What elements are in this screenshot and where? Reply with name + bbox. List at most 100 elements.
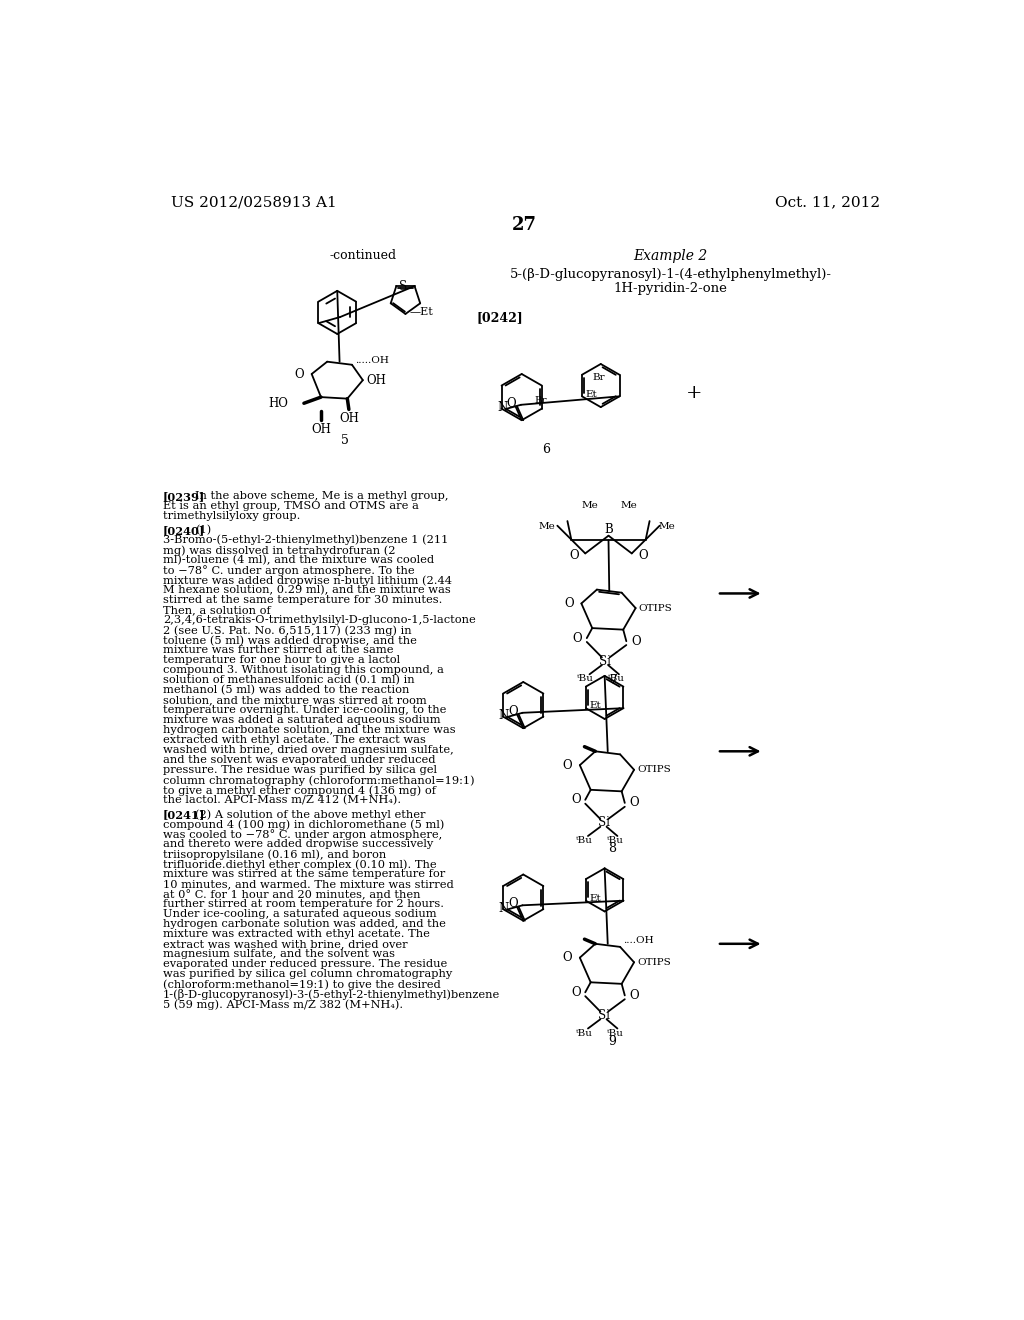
Text: mg) was dissolved in tetrahydrofuran (2: mg) was dissolved in tetrahydrofuran (2 [163, 545, 395, 556]
Text: mixture was extracted with ethyl acetate. The: mixture was extracted with ethyl acetate… [163, 929, 430, 939]
Text: O: O [562, 952, 572, 964]
Text: column chromatography (chloroform:methanol=19:1): column chromatography (chloroform:methan… [163, 775, 474, 785]
Text: temperature overnight. Under ice-cooling, to the: temperature overnight. Under ice-cooling… [163, 705, 446, 715]
Text: mixture was added a saturated aqueous sodium: mixture was added a saturated aqueous so… [163, 715, 440, 725]
Text: Si: Si [599, 655, 611, 668]
Text: the lactol. APCI-Mass m/Z 412 (M+NH₄).: the lactol. APCI-Mass m/Z 412 (M+NH₄). [163, 795, 401, 805]
Text: 9: 9 [608, 1035, 616, 1048]
Text: OH: OH [339, 412, 358, 425]
Text: +: + [685, 384, 702, 403]
Text: O: O [572, 631, 583, 644]
Text: Et: Et [590, 894, 601, 903]
Text: Et: Et [590, 701, 601, 710]
Text: O: O [638, 549, 647, 562]
Text: mixture was stirred at the same temperature for: mixture was stirred at the same temperat… [163, 869, 445, 879]
Text: trimethylsilyloxy group.: trimethylsilyloxy group. [163, 511, 300, 521]
Text: Me: Me [658, 521, 676, 531]
Text: ᵗBu: ᵗBu [575, 836, 593, 845]
Text: methanol (5 ml) was added to the reaction: methanol (5 ml) was added to the reactio… [163, 685, 410, 696]
Text: [0240]: [0240] [163, 525, 205, 536]
Text: Then, a solution of: Then, a solution of [163, 605, 270, 615]
Text: 2,3,4,6-tetrakis-O-trimethylsilyl-D-glucono-1,5-lactone: 2,3,4,6-tetrakis-O-trimethylsilyl-D-gluc… [163, 615, 475, 624]
Text: and thereto were added dropwise successively: and thereto were added dropwise successi… [163, 840, 433, 849]
Text: O: O [508, 705, 518, 718]
Text: —Et: —Et [410, 306, 433, 317]
Text: hydrogen carbonate solution was added, and the: hydrogen carbonate solution was added, a… [163, 919, 445, 929]
Text: OH: OH [311, 422, 331, 436]
Text: [0239]: [0239] [163, 491, 205, 502]
Text: B: B [604, 523, 613, 536]
Text: Under ice-cooling, a saturated aqueous sodium: Under ice-cooling, a saturated aqueous s… [163, 909, 436, 919]
Text: 27: 27 [512, 216, 538, 234]
Text: O: O [294, 367, 304, 380]
Text: -continued: -continued [330, 249, 396, 263]
Text: (chloroform:methanol=19:1) to give the desired: (chloroform:methanol=19:1) to give the d… [163, 979, 440, 990]
Text: extracted with ethyl acetate. The extract was: extracted with ethyl acetate. The extrac… [163, 735, 426, 744]
Text: pressure. The residue was purified by silica gel: pressure. The residue was purified by si… [163, 766, 437, 775]
Text: triisopropylsilane (0.16 ml), and boron: triisopropylsilane (0.16 ml), and boron [163, 849, 386, 859]
Text: ᵗBu: ᵗBu [606, 836, 624, 845]
Text: toluene (5 ml) was added dropwise, and the: toluene (5 ml) was added dropwise, and t… [163, 635, 417, 645]
Text: O: O [508, 898, 518, 911]
Text: O: O [571, 793, 581, 807]
Text: Et: Et [586, 389, 598, 399]
Text: OH: OH [367, 374, 387, 387]
Text: solution, and the mixture was stirred at room: solution, and the mixture was stirred at… [163, 696, 427, 705]
Text: S: S [398, 280, 407, 293]
Text: was purified by silica gel column chromatography: was purified by silica gel column chroma… [163, 969, 453, 979]
Text: trifluoride.diethyl ether complex (0.10 ml). The: trifluoride.diethyl ether complex (0.10 … [163, 859, 436, 870]
Text: solution of methanesulfonic acid (0.1 ml) in: solution of methanesulfonic acid (0.1 ml… [163, 675, 415, 685]
Text: and the solvent was evaporated under reduced: and the solvent was evaporated under red… [163, 755, 435, 766]
Text: (2) A solution of the above methyl ether: (2) A solution of the above methyl ether [196, 809, 426, 820]
Text: N: N [499, 902, 509, 915]
Text: to −78° C. under argon atmosphere. To the: to −78° C. under argon atmosphere. To th… [163, 565, 415, 576]
Text: was cooled to −78° C. under argon atmosphere,: was cooled to −78° C. under argon atmosp… [163, 829, 442, 840]
Text: mixture was further stirred at the same: mixture was further stirred at the same [163, 645, 393, 655]
Text: 5: 5 [341, 434, 349, 447]
Text: further stirred at room temperature for 2 hours.: further stirred at room temperature for … [163, 899, 443, 909]
Text: magnesium sulfate, and the solvent was: magnesium sulfate, and the solvent was [163, 949, 395, 960]
Text: Si: Si [598, 1008, 609, 1022]
Text: evaporated under reduced pressure. The residue: evaporated under reduced pressure. The r… [163, 960, 447, 969]
Text: In the above scheme, Me is a methyl group,: In the above scheme, Me is a methyl grou… [196, 491, 449, 502]
Text: compound 4 (100 mg) in dichloromethane (5 ml): compound 4 (100 mg) in dichloromethane (… [163, 818, 444, 830]
Text: O: O [507, 397, 516, 409]
Text: N: N [498, 401, 508, 414]
Text: compound 3. Without isolating this compound, a: compound 3. Without isolating this compo… [163, 665, 443, 675]
Text: 5 (59 mg). APCI-Mass m/Z 382 (M+NH₄).: 5 (59 mg). APCI-Mass m/Z 382 (M+NH₄). [163, 999, 403, 1010]
Text: stirred at the same temperature for 30 minutes.: stirred at the same temperature for 30 m… [163, 595, 442, 605]
Text: to give a methyl ether compound 4 (136 mg) of: to give a methyl ether compound 4 (136 m… [163, 785, 436, 796]
Text: O: O [562, 759, 572, 772]
Text: mixture was added dropwise n-butyl lithium (2.44: mixture was added dropwise n-butyl lithi… [163, 576, 452, 586]
Text: ᵗBu: ᵗBu [578, 675, 594, 684]
Text: [0241]: [0241] [163, 809, 205, 820]
Text: Si: Si [598, 816, 609, 829]
Text: OTIPS: OTIPS [639, 603, 673, 612]
Text: O: O [571, 986, 581, 999]
Text: 1H-pyridin-2-one: 1H-pyridin-2-one [613, 281, 727, 294]
Text: ᵗBu: ᵗBu [575, 1028, 593, 1038]
Text: 5-(β-D-glucopyranosyl)-1-(4-ethylphenylmethyl)-: 5-(β-D-glucopyranosyl)-1-(4-ethylphenylm… [510, 268, 831, 281]
Text: Me: Me [539, 521, 555, 531]
Text: .....OH: .....OH [355, 355, 389, 364]
Text: extract was washed with brine, dried over: extract was washed with brine, dried ove… [163, 940, 408, 949]
Text: Et is an ethyl group, TMSO and OTMS are a: Et is an ethyl group, TMSO and OTMS are … [163, 502, 419, 511]
Text: Oct. 11, 2012: Oct. 11, 2012 [774, 195, 880, 210]
Text: O: O [630, 796, 639, 809]
Text: 10 minutes, and warmed. The mixture was stirred: 10 minutes, and warmed. The mixture was … [163, 879, 454, 890]
Text: [0242]: [0242] [477, 312, 523, 323]
Text: 2 (see U.S. Pat. No. 6,515,117) (233 mg) in: 2 (see U.S. Pat. No. 6,515,117) (233 mg)… [163, 626, 412, 636]
Text: OTIPS: OTIPS [637, 958, 671, 966]
Text: (1): (1) [196, 525, 212, 535]
Text: O: O [631, 635, 641, 648]
Text: 3-Bromo-(5-ethyl-2-thienylmethyl)benzene 1 (211: 3-Bromo-(5-ethyl-2-thienylmethyl)benzene… [163, 535, 449, 545]
Text: HO: HO [268, 397, 289, 409]
Text: ᵗBu: ᵗBu [608, 675, 625, 684]
Text: at 0° C. for 1 hour and 20 minutes, and then: at 0° C. for 1 hour and 20 minutes, and … [163, 890, 421, 900]
Text: ....OH: ....OH [624, 936, 654, 945]
Text: washed with brine, dried over magnesium sulfate,: washed with brine, dried over magnesium … [163, 744, 454, 755]
Text: O: O [630, 989, 639, 1002]
Text: 6: 6 [543, 444, 551, 457]
Text: O: O [564, 597, 573, 610]
Text: ml)-toluene (4 ml), and the mixture was cooled: ml)-toluene (4 ml), and the mixture was … [163, 554, 434, 565]
